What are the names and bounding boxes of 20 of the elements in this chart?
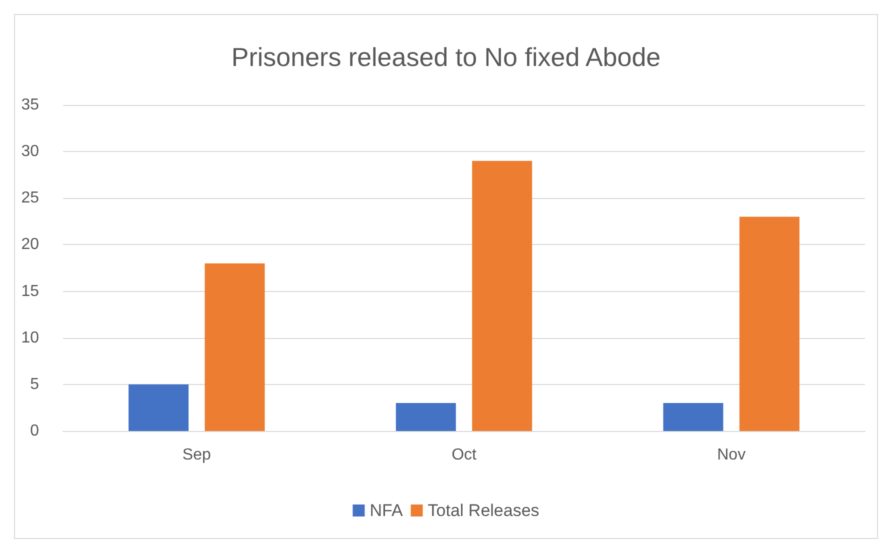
chart-title: Prisoners released to No fixed Abode xyxy=(231,42,661,72)
legend-label: NFA xyxy=(370,501,404,520)
y-tick-label: 15 xyxy=(21,282,40,300)
bar xyxy=(663,403,724,431)
y-tick-label: 20 xyxy=(21,236,40,254)
y-tick-label: 5 xyxy=(30,376,40,393)
legend-label: Total Releases xyxy=(428,501,540,520)
x-tick-label: Sep xyxy=(182,446,212,464)
y-tick-label: 25 xyxy=(21,190,40,207)
bar xyxy=(472,160,532,431)
y-tick-label: 30 xyxy=(21,143,40,160)
y-tick-label: 35 xyxy=(21,96,40,114)
y-tick-label: 0 xyxy=(30,422,40,440)
y-tick-label: 10 xyxy=(21,329,40,346)
bar xyxy=(204,263,265,431)
x-tick-label: Nov xyxy=(717,446,746,464)
bar xyxy=(128,384,189,431)
x-tick-label: Oct xyxy=(452,446,477,464)
bar xyxy=(396,403,456,431)
bar xyxy=(739,216,800,431)
